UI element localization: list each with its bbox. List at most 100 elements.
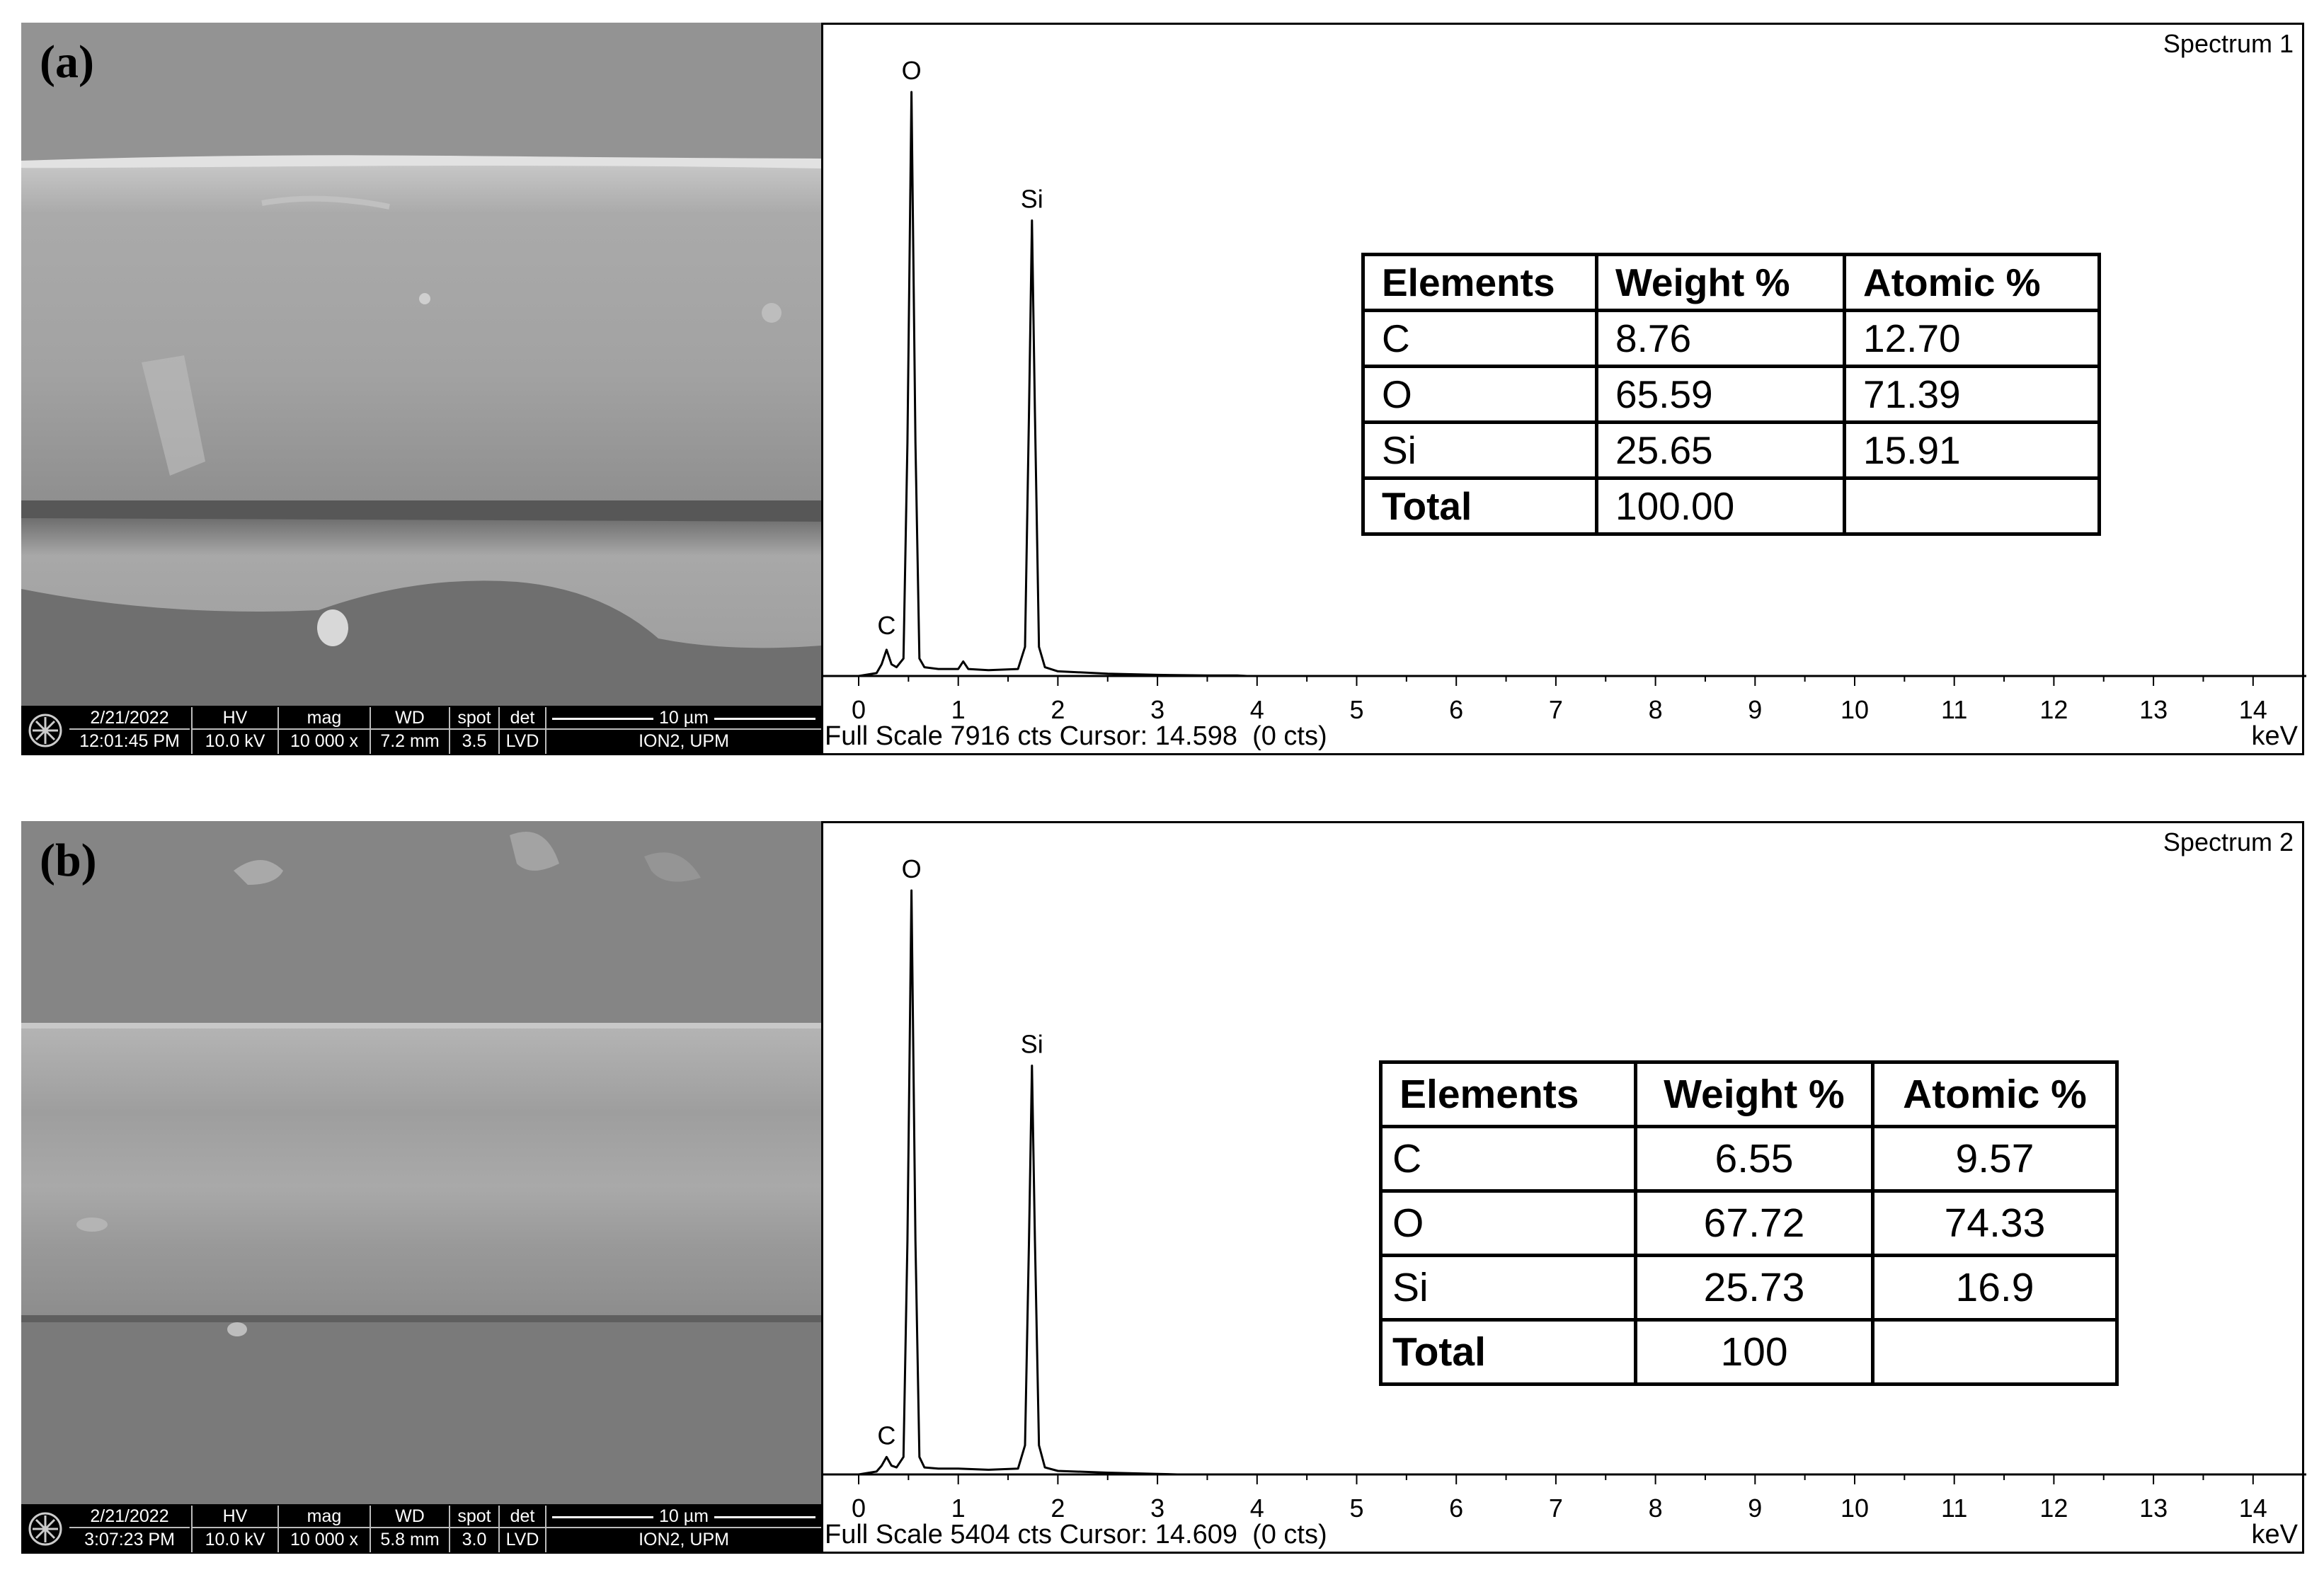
x-tick-label: 4 [1250,1494,1264,1523]
det-value: LVD [500,728,545,752]
x-tick-label: 6 [1449,1494,1463,1523]
lab-name: ION2, UPM [546,1527,821,1551]
x-tick-label: 1 [951,1494,966,1523]
spectrum-name: Spectrum 2 [2163,827,2294,856]
table-row: C 8.76 12.70 [1361,309,2101,368]
composition-table: Elements Weight % Atomic % C 8.76 12.70 … [1361,253,2101,536]
databar-hv: HV 10.0 kV [191,707,277,754]
x-tick-label: 1 [951,695,966,724]
x-axis-unit: keV [2251,1520,2298,1549]
peak-label-o: O [902,56,922,85]
x-tick-label: 6 [1449,695,1463,724]
x-tick-label: 14 [2239,1494,2267,1523]
table-cell: Total [1379,1318,1637,1386]
peak-label-si: Si [1021,185,1043,214]
peak-label-c: C [877,1421,895,1450]
sem-time: 3:07:23 PM [69,1527,190,1551]
x-tick-label: 7 [1549,695,1563,724]
peak-label-c: C [877,611,895,640]
table-row: C 6.55 9.57 [1379,1125,2119,1193]
sem-databar: 2/21/2022 12:01:45 PM HV 10.0 kV mag 10 … [21,706,821,755]
table-cell: 16.9 [1871,1254,2119,1322]
panel-b: (b) 2/21/2022 3:07:23 PM HV 10.0 kV mag … [0,798,2324,1563]
table-header-row: Elements Weight % Atomic % [1379,1060,2119,1128]
table-cell: 6.55 [1634,1125,1874,1193]
mag-label: mag [307,708,342,728]
table-header-row: Elements Weight % Atomic % [1361,253,2101,312]
composition-table: Elements Weight % Atomic % C 6.55 9.57 O… [1379,1060,2119,1386]
table-cell: 100 [1634,1318,1874,1386]
panel-label: (a) [40,36,94,88]
panel-a: (a) 2/21/2022 12:01:45 PM HV 10.0 kV mag… [0,0,2324,764]
table-cell: C [1361,309,1598,368]
x-axis-unit: keV [2251,721,2298,751]
peak-label-si: Si [1021,1030,1043,1059]
mag-value: 10 000 x [279,1527,370,1551]
status-line: Full Scale 7916 cts Cursor: 14.598 (0 ct… [825,721,1327,751]
x-tick-label: 4 [1250,695,1264,724]
x-tick-label: 2 [1051,695,1065,724]
x-tick-label: 0 [852,695,866,724]
spectrum-name: Spectrum 1 [2163,29,2294,58]
table-cell: 65.59 [1595,365,1846,424]
databar-datetime: 2/21/2022 3:07:23 PM [69,1506,190,1552]
hv-value: 10.0 kV [193,728,277,752]
x-tick-label: 9 [1748,1494,1762,1523]
table-header: Weight % [1595,253,1846,312]
table-cell: 25.73 [1634,1254,1874,1322]
hv-label: HV [222,708,248,728]
table-row-total: Total 100.00 [1361,476,2101,536]
x-tick-label: 12 [2039,1494,2068,1523]
wd-label: WD [395,1506,425,1526]
sem-time: 12:01:45 PM [69,728,190,752]
sem-date: 2/21/2022 [90,708,169,728]
wd-value: 7.2 mm [371,728,449,752]
databar-mag: mag 10 000 x [277,1506,370,1552]
databar-scalebar: 10 µm ION2, UPM [545,1506,821,1552]
wd-value: 5.8 mm [371,1527,449,1551]
spectrum-line [858,91,2273,677]
x-tick-label: 13 [2139,1494,2168,1523]
x-tick-label: 8 [1649,1494,1663,1523]
sem-image: (b) 2/21/2022 3:07:23 PM HV 10.0 kV mag … [21,821,821,1554]
table-cell: 15.91 [1843,420,2101,480]
table-header: Elements [1379,1060,1637,1128]
table-cell: 8.76 [1595,309,1846,368]
sem-date: 2/21/2022 [90,1506,169,1526]
x-tick-label: 2 [1051,1494,1065,1523]
sem-image: (a) 2/21/2022 12:01:45 PM HV 10.0 kV mag… [21,23,821,755]
spot-value: 3.0 [450,1527,498,1551]
databar-det: det LVD [498,1506,545,1552]
x-tick-label: 5 [1349,1494,1363,1523]
table-row: Si 25.65 15.91 [1361,420,2101,480]
table-cell [1843,476,2101,536]
table-cell: O [1379,1189,1637,1257]
x-tick-label: 11 [1941,695,1967,724]
databar-hv: HV 10.0 kV [191,1506,277,1552]
table-cell: Si [1379,1254,1637,1322]
x-tick-label: 11 [1941,1494,1967,1523]
table-header: Atomic % [1843,253,2101,312]
table-header: Elements [1361,253,1598,312]
databar-spot: spot 3.0 [449,1506,498,1552]
sem-micrograph [21,821,821,1504]
instrument-logo-icon [28,714,62,747]
x-tick-label: 7 [1549,1494,1563,1523]
det-value: LVD [500,1527,545,1551]
x-tick-label: 12 [2039,695,2068,724]
table-row: O 65.59 71.39 [1361,365,2101,424]
databar-det: det LVD [498,707,545,754]
x-tick-label: 10 [1841,695,1869,724]
table-cell: C [1379,1125,1637,1193]
databar-wd: WD 5.8 mm [370,1506,449,1552]
lab-name: ION2, UPM [546,728,821,752]
table-header: Atomic % [1871,1060,2119,1128]
sem-micrograph [21,23,821,706]
scale-label: 10 µm [653,707,714,728]
mag-label: mag [307,1506,342,1526]
databar-mag: mag 10 000 x [277,707,370,754]
scale-bar: 10 µm [546,707,821,728]
table-row-total: Total 100 [1379,1318,2119,1386]
